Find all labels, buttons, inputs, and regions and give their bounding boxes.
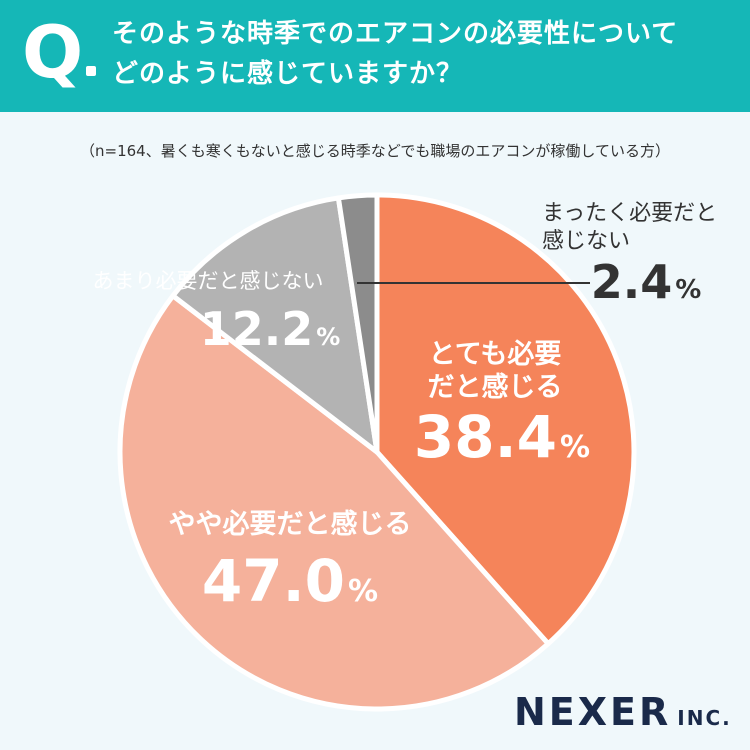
- nexer-logo: NEXER INC.: [514, 690, 732, 734]
- slice-label-not-necessary-at-all-line1: まったく必要だと: [542, 201, 717, 226]
- slice-label-not-very-necessary: あまり必要だと感じない: [93, 269, 324, 293]
- slice-label-somewhat-necessary: やや必要だと感じる: [169, 508, 412, 540]
- slice-value-not-necessary-at-all: 2.4%: [591, 255, 702, 309]
- slice-label-very-necessary-line1: とても必要: [429, 339, 562, 370]
- logo-main: NEXER: [514, 690, 672, 734]
- sample-note: （n=164、暑くも寒くもないと感じる時季などでも職場のエアコンが稼働している方…: [80, 142, 670, 160]
- slice-not-necessary-at-all: [335, 192, 380, 455]
- slice-very-necessary: [374, 192, 637, 647]
- q-dot: [86, 66, 96, 76]
- logo-sub: INC.: [677, 706, 732, 730]
- slice-label-not-necessary-at-all-line2: 感じない: [542, 229, 630, 254]
- slice-label-very-necessary-line2: だと感じる: [428, 371, 563, 403]
- question-header: Q そのような時季でのエアコンの必要性について どのように感じていますか？: [0, 0, 750, 112]
- question-text: そのような時季でのエアコンの必要性について どのように感じていますか？: [112, 14, 732, 94]
- slice-value-not-very-necessary: 12.2%: [200, 302, 341, 356]
- slice-value-very-necessary: 38.4%: [414, 403, 590, 471]
- question-line-2: どのように感じていますか？: [112, 59, 464, 89]
- slice-somewhat-necessary: [117, 293, 551, 712]
- question-line-1: そのような時季でのエアコンの必要性について: [112, 19, 679, 49]
- slice-value-somewhat-necessary: 47.0%: [202, 547, 378, 615]
- slice-not-very-necessary: [170, 195, 380, 455]
- q-mark: Q: [22, 10, 84, 94]
